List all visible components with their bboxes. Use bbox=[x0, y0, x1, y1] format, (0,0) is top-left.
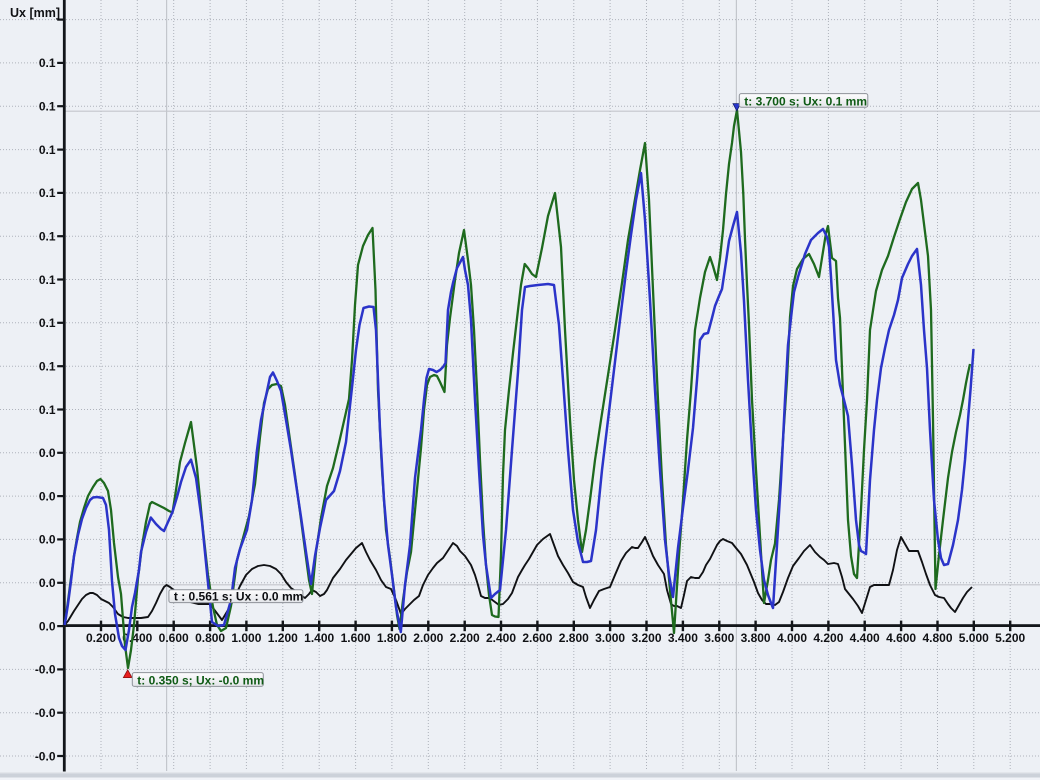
svg-text:Ux [mm]: Ux [mm] bbox=[10, 6, 60, 20]
svg-text:1.800: 1.800 bbox=[377, 631, 407, 645]
svg-text:1.400: 1.400 bbox=[304, 631, 334, 645]
svg-text:2.200: 2.200 bbox=[450, 631, 480, 645]
svg-text:0.1: 0.1 bbox=[39, 403, 56, 417]
svg-text:0.0: 0.0 bbox=[39, 489, 56, 503]
svg-text:2.000: 2.000 bbox=[413, 631, 443, 645]
svg-text:3.800: 3.800 bbox=[741, 631, 771, 645]
svg-text:0.800: 0.800 bbox=[195, 631, 225, 645]
svg-text:3.200: 3.200 bbox=[631, 631, 661, 645]
svg-text:t: 0.350 s; Ux: -0.0 mm: t: 0.350 s; Ux: -0.0 mm bbox=[137, 674, 264, 688]
svg-text:3.000: 3.000 bbox=[595, 631, 625, 645]
svg-text:4.600: 4.600 bbox=[886, 631, 916, 645]
svg-text:t : 0.561 s; Ux : 0.0 mm: t : 0.561 s; Ux : 0.0 mm bbox=[174, 590, 303, 604]
svg-text:4.000: 4.000 bbox=[777, 631, 807, 645]
svg-text:0.1: 0.1 bbox=[39, 143, 56, 157]
svg-text:0.1: 0.1 bbox=[39, 100, 56, 114]
svg-text:0.1: 0.1 bbox=[39, 56, 56, 70]
svg-text:0.600: 0.600 bbox=[159, 631, 189, 645]
svg-text:-0.0: -0.0 bbox=[35, 749, 56, 763]
svg-text:t: 3.700 s; Ux: 0.1 mm: t: 3.700 s; Ux: 0.1 mm bbox=[744, 94, 867, 108]
svg-text:2.600: 2.600 bbox=[522, 631, 552, 645]
svg-text:0.0: 0.0 bbox=[39, 576, 56, 590]
svg-text:3.600: 3.600 bbox=[704, 631, 734, 645]
svg-text:4.400: 4.400 bbox=[850, 631, 880, 645]
svg-text:0.200: 0.200 bbox=[86, 631, 116, 645]
svg-text:2.800: 2.800 bbox=[559, 631, 589, 645]
svg-text:0.0: 0.0 bbox=[39, 446, 56, 460]
svg-text:0.400: 0.400 bbox=[122, 631, 152, 645]
svg-text:1.000: 1.000 bbox=[231, 631, 261, 645]
svg-text:2.400: 2.400 bbox=[486, 631, 516, 645]
svg-text:3.400: 3.400 bbox=[668, 631, 698, 645]
svg-text:1.600: 1.600 bbox=[341, 631, 371, 645]
svg-text:1.200: 1.200 bbox=[268, 631, 298, 645]
svg-text:-0.0: -0.0 bbox=[35, 663, 56, 677]
svg-text:0.1: 0.1 bbox=[39, 316, 56, 330]
svg-text:0.0: 0.0 bbox=[39, 533, 56, 547]
svg-text:0.0: 0.0 bbox=[39, 619, 56, 633]
svg-text:4.800: 4.800 bbox=[922, 631, 952, 645]
svg-text:5.200: 5.200 bbox=[995, 631, 1025, 645]
svg-text:4.200: 4.200 bbox=[813, 631, 843, 645]
svg-text:0.1: 0.1 bbox=[39, 186, 56, 200]
svg-text:5.000: 5.000 bbox=[959, 631, 989, 645]
svg-text:-0.0: -0.0 bbox=[35, 706, 56, 720]
svg-text:0.1: 0.1 bbox=[39, 273, 56, 287]
svg-text:0.1: 0.1 bbox=[39, 230, 56, 244]
svg-text:0.1: 0.1 bbox=[39, 360, 56, 374]
